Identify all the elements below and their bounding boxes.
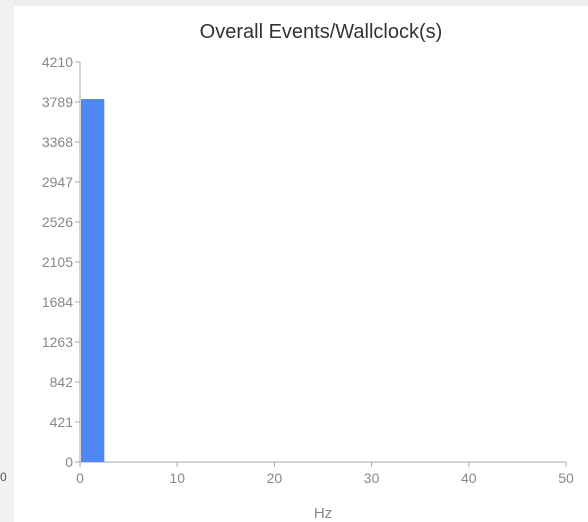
y-tick-label: 1263 xyxy=(42,334,73,350)
bars-group xyxy=(81,99,105,463)
y-tick-label: 3789 xyxy=(42,94,73,110)
x-tick-label: 40 xyxy=(461,470,477,486)
chart-title: Overall Events/Wallclock(s) xyxy=(200,21,443,43)
y-tick-label: 2526 xyxy=(42,214,73,230)
chart-panel: Overall Events/Wallclock(s) 0 421 842 1263 1… xyxy=(14,6,588,522)
x-tick-label: 50 xyxy=(558,470,574,486)
histogram-bar xyxy=(81,99,105,463)
left-neighbor-tick-fragment: 0 xyxy=(0,470,7,484)
y-tick-label: 4210 xyxy=(42,54,73,70)
left-neighbor-panel: 0 xyxy=(0,0,14,522)
y-tick-label: 2947 xyxy=(42,174,73,190)
y-tick-label: 0 xyxy=(65,454,73,470)
y-tick-label: 421 xyxy=(50,414,74,430)
y-axis: 0 421 842 1263 1684 2105 2526 2947 3368 3789 4210 xyxy=(42,54,81,470)
y-tick-label: 3368 xyxy=(42,134,73,150)
x-tick-label: 20 xyxy=(267,470,283,486)
x-axis: 0 10 20 30 40 50 xyxy=(76,461,574,486)
x-axis-label: Hz xyxy=(314,505,332,522)
y-tick-label: 1684 xyxy=(42,294,73,310)
x-tick-label: 10 xyxy=(169,470,185,486)
x-tick-label: 30 xyxy=(364,470,380,486)
histogram-chart: Overall Events/Wallclock(s) 0 421 842 1263 1… xyxy=(42,21,574,522)
x-tick-label: 0 xyxy=(76,470,84,486)
y-tick-label: 2105 xyxy=(42,254,73,270)
y-tick-label: 842 xyxy=(50,374,74,390)
